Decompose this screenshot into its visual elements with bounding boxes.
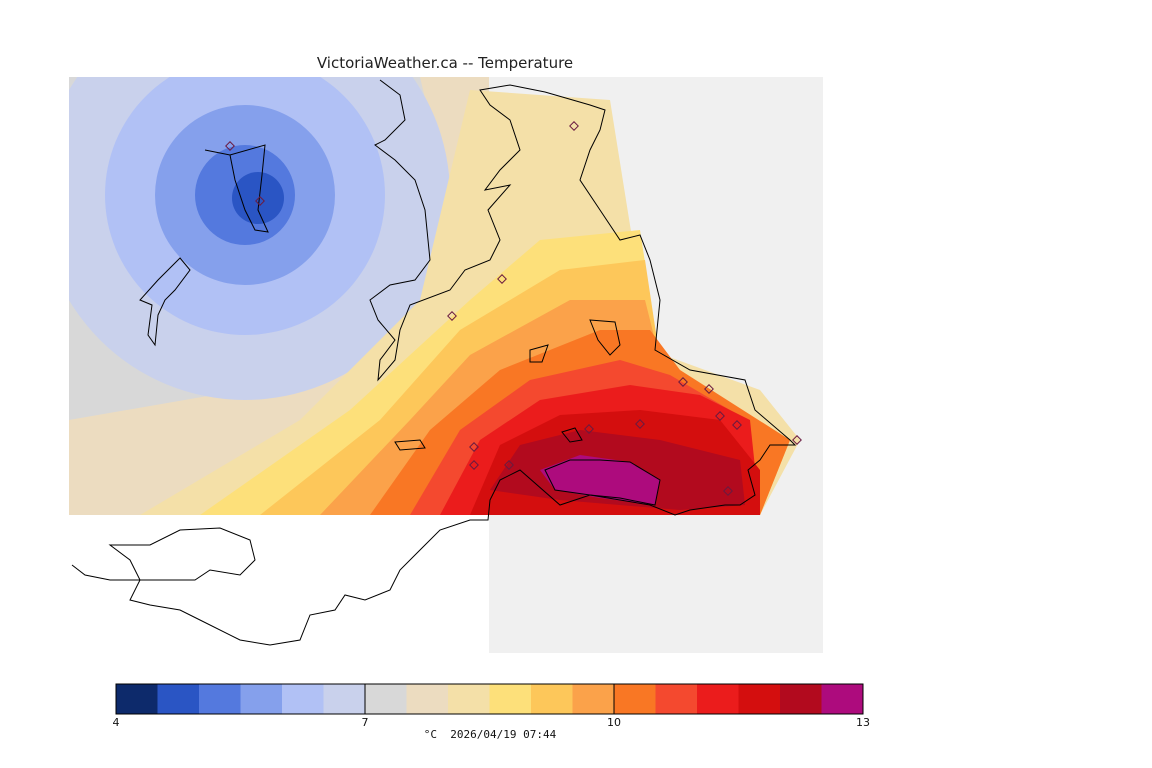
station-marker[interactable] — [255, 196, 265, 206]
legend-swatch — [531, 684, 573, 714]
legend-swatch — [821, 684, 864, 714]
legend-swatch — [780, 684, 822, 714]
timestamp: 2026/04/19 07:44 — [450, 728, 557, 741]
station-marker[interactable] — [225, 141, 235, 151]
station-marker[interactable] — [715, 411, 725, 421]
legend-swatch — [448, 684, 490, 714]
legend-swatch — [655, 684, 698, 714]
unit-label: °C — [423, 728, 438, 741]
station-marker[interactable] — [504, 460, 514, 470]
legend-tick-10: 10 — [607, 716, 621, 729]
station-marker[interactable] — [469, 460, 479, 470]
legend-swatch — [572, 684, 615, 714]
legend-swatch — [116, 684, 158, 714]
legend-swatch — [365, 684, 407, 714]
station-marker[interactable] — [678, 377, 688, 387]
station-marker[interactable] — [469, 442, 479, 452]
legend-tick-4: 4 — [112, 716, 120, 729]
legend-swatch — [157, 684, 200, 714]
station-marker[interactable] — [792, 435, 802, 445]
legend-swatch — [406, 684, 449, 714]
legend-tick-13: 13 — [856, 716, 870, 729]
color-legend — [115, 683, 864, 715]
station-markers — [225, 121, 802, 496]
station-marker[interactable] — [723, 486, 733, 496]
legend-swatch — [240, 684, 283, 714]
temperature-field-west — [69, 77, 489, 515]
no-data-region — [69, 515, 489, 653]
station-marker[interactable] — [704, 384, 714, 394]
station-marker[interactable] — [447, 311, 457, 321]
temperature-field-east — [140, 90, 800, 515]
map-title: VictoriaWeather.ca -- Temperature — [316, 54, 574, 72]
legend-footer: °C 2026/04/19 07:44 — [0, 728, 980, 741]
legend-swatch — [199, 684, 241, 714]
station-marker[interactable] — [732, 420, 742, 430]
legend-tick-7: 7 — [361, 716, 369, 729]
station-marker[interactable] — [635, 419, 645, 429]
legend-swatch — [489, 684, 532, 714]
station-marker[interactable] — [497, 274, 507, 284]
station-marker[interactable] — [569, 121, 579, 131]
coastlines — [71, 79, 797, 646]
legend-swatch — [282, 684, 324, 714]
legend-swatch — [697, 684, 739, 714]
legend-swatch — [323, 684, 366, 714]
legend-swatch — [738, 684, 781, 714]
legend-swatch — [614, 684, 656, 714]
station-marker[interactable] — [584, 424, 594, 434]
